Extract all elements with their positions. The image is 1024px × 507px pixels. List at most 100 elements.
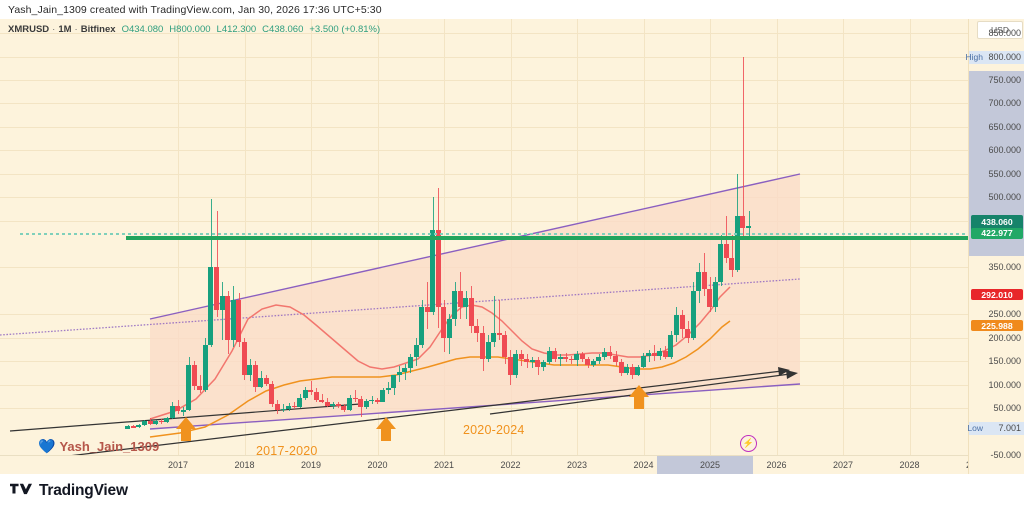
time-tick: 2019 [300, 460, 322, 470]
candle-body [141, 421, 147, 425]
candle-body [568, 358, 574, 361]
legend-high: H800.000 [169, 24, 211, 35]
period-low-label: Low [967, 423, 983, 434]
annotation-cycle-two: 2020-2024 [463, 423, 525, 437]
candle-body [247, 364, 253, 376]
previous-close-value: 422.977 [981, 228, 1013, 239]
legend-change: +3.500 (+0.81%) [309, 24, 381, 35]
support-price-line[interactable] [126, 236, 968, 240]
previous-close-tag[interactable]: 422.977 [971, 227, 1023, 239]
attribution-line: Yash_Jain_1309 created with TradingView.… [0, 0, 1024, 19]
candle-body [324, 401, 330, 406]
candle-body [491, 333, 497, 343]
candle-body [202, 344, 208, 391]
period-high-label: High [965, 51, 983, 62]
candle-body [468, 297, 474, 327]
chart-legend[interactable]: XMRUSD · 1M · Bitfinex O434.080 H800.000… [8, 24, 380, 35]
candle-body [269, 383, 275, 405]
legend-interval[interactable]: 1M [58, 24, 72, 35]
candle-body [640, 355, 646, 367]
grid-line-horizontal [0, 221, 968, 222]
candle-body [435, 229, 441, 308]
period-low-value: 7.001 [998, 423, 1021, 434]
candle-body [252, 364, 258, 388]
candle-wick [493, 295, 495, 348]
candle-body [524, 358, 530, 363]
candle-body [579, 354, 585, 359]
candle-body [419, 307, 425, 345]
price-tick: 150.000 [988, 356, 1021, 367]
user-watermark: 💙 Yash_Jain_1309 [38, 438, 159, 455]
time-tick: 2024 [633, 460, 654, 470]
candle-body [707, 288, 713, 308]
orange-level-value: 225.988 [981, 320, 1013, 331]
candle-body [657, 350, 663, 356]
price-tick: 700.000 [988, 98, 1021, 109]
candle-body [513, 354, 519, 376]
candle-body [274, 404, 280, 410]
time-tick: 2018 [234, 460, 255, 470]
tradingview-logo-icon [10, 483, 32, 495]
time-tick: 2023 [566, 460, 588, 470]
candle-wick [427, 281, 429, 330]
candle-body [723, 244, 729, 259]
candle-body [363, 401, 369, 408]
candle-body [712, 281, 718, 308]
candle-body [613, 355, 619, 363]
candle-wick [216, 211, 218, 317]
candle-wick [731, 234, 733, 277]
blue-heart-icon: 💙 [38, 438, 56, 454]
candle-body [441, 307, 447, 338]
channel-lower-line [149, 383, 801, 430]
trendline-long-arrow [71, 370, 783, 455]
candle-body [319, 399, 325, 402]
candle-body [153, 421, 159, 424]
candle-wick [404, 363, 406, 380]
candle-body [413, 344, 419, 358]
price-tick: 250.000 [988, 309, 1021, 320]
tradingview-brand: TradingView [39, 481, 128, 499]
candle-body [147, 421, 153, 424]
currency-badge[interactable]: USD [977, 21, 1023, 39]
candle-body [729, 258, 735, 270]
candle-body [369, 399, 375, 402]
legend-symbol[interactable]: XMRUSD [8, 24, 50, 35]
candle-body [258, 377, 264, 388]
candle-body [241, 342, 247, 376]
legend-exchange[interactable]: Bitfinex [80, 24, 116, 35]
period-high-highlight [969, 50, 1024, 64]
candlestick-series[interactable] [0, 19, 968, 455]
lightning-bolt-icon[interactable]: ⚡ [740, 435, 757, 452]
trendline-arrowhead-two [786, 370, 798, 379]
candle-body [391, 375, 397, 389]
candle-body [590, 361, 596, 365]
time-axis[interactable]: 2017 2018 2019 2020 2021 2022 2023 2024 2025 2026… [0, 455, 986, 474]
candle-body [280, 409, 286, 411]
candle-body [208, 267, 214, 345]
legend-close: C438.060 [262, 24, 304, 35]
candle-body [496, 333, 502, 336]
candle-body [236, 300, 242, 343]
grid-line-horizontal [0, 57, 968, 58]
chart-container[interactable]: 2017-2020 2020-2024 💙 Yash_Jain_1309 ⚡ X… [0, 19, 1024, 474]
period-low-highlight [969, 422, 1024, 436]
candle-body [563, 357, 569, 359]
candle-body [673, 315, 679, 336]
grid-line-horizontal [0, 80, 968, 81]
price-tick: -50.000 [990, 450, 1021, 460]
candle-body [618, 362, 624, 373]
candle-wick [321, 394, 323, 404]
grid-line-horizontal [0, 197, 968, 198]
red-level-tag[interactable]: 292.010 [971, 289, 1023, 301]
candle-body [407, 357, 413, 369]
candle-body [690, 290, 696, 338]
price-axis[interactable]: USD 850.000 800.000 750.000 700.000 650.000 6… [965, 19, 1024, 474]
candle-body [452, 290, 458, 320]
candle-body [180, 410, 186, 412]
candle-body [347, 397, 353, 411]
candle-body [518, 354, 524, 359]
annotation-cycle-one: 2017-2020 [256, 444, 318, 458]
orange-level-tag[interactable]: 225.988 [971, 320, 1023, 332]
candle-body [546, 350, 552, 363]
candle-body [474, 326, 480, 334]
